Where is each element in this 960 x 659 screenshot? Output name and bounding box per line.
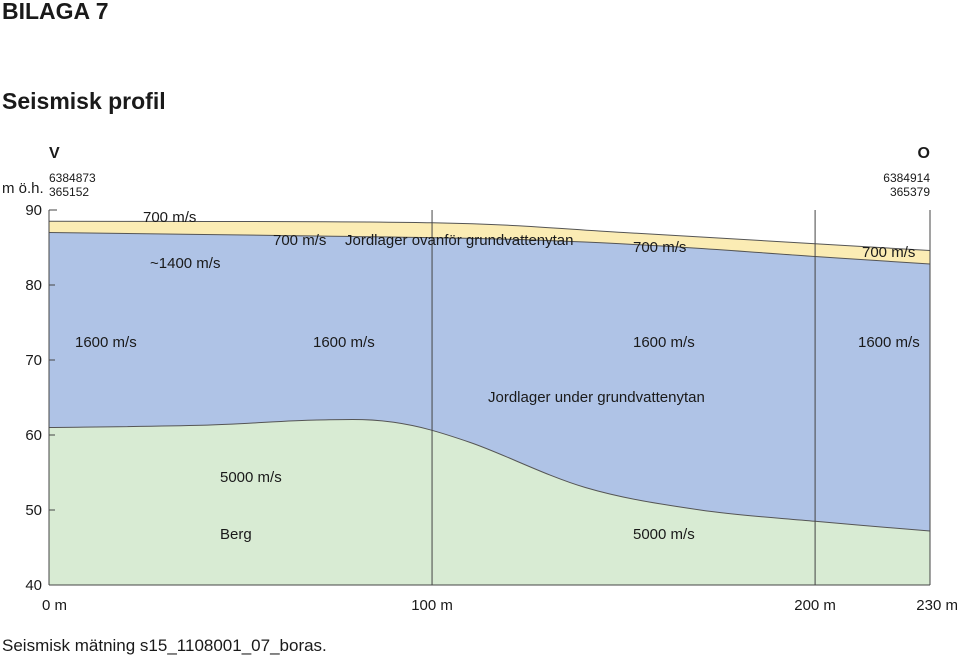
velocity-label: 5000 m/s — [633, 526, 695, 543]
y-tick-label: 70 — [25, 352, 42, 369]
chart-grid — [48, 209, 931, 586]
east-coord-east: 365379 — [890, 185, 930, 199]
east-direction-label: O — [918, 145, 930, 162]
y-tick-label: 80 — [25, 277, 42, 294]
x-tick-label: 200 m — [794, 597, 836, 614]
layer-label-rock: Berg — [220, 526, 252, 543]
velocity-label: 1600 m/s — [313, 334, 375, 351]
velocity-label: 5000 m/s — [220, 469, 282, 486]
y-tick-label: 90 — [25, 202, 42, 219]
x-tick-label: 230 m — [916, 597, 958, 614]
y-axis-label: m ö.h. — [2, 180, 44, 197]
velocity-label: 700 m/s — [862, 244, 915, 261]
unsaturated-soil-layer-area — [49, 221, 930, 264]
velocity-label: 1600 m/s — [633, 334, 695, 351]
y-tick-label: 40 — [25, 577, 42, 594]
y-tick-label: 50 — [25, 502, 42, 519]
section-title: Seismisk profil — [2, 88, 166, 114]
page-title: BILAGA 7 — [2, 0, 109, 24]
velocity-label: ~1400 m/s — [150, 255, 220, 272]
x-tick-label: 100 m — [411, 597, 453, 614]
west-coord-north: 6384873 — [49, 171, 96, 185]
x-axis-ticks: 0 m 100 m 200 m 230 m — [42, 597, 958, 614]
velocity-label: 700 m/s — [143, 209, 196, 226]
y-axis-ticks: 90 80 70 60 50 40 — [25, 202, 42, 594]
west-coord-east: 365152 — [49, 185, 89, 199]
x-tick-label: 0 m — [42, 597, 67, 614]
layer-label-saturated: Jordlager under grundvattenytan — [488, 389, 705, 406]
saturated-soil-layer-area — [49, 232, 930, 531]
rock-surface-line — [48, 419, 931, 532]
east-coord-north: 6384914 — [883, 171, 930, 185]
rock-layer-area — [49, 419, 930, 585]
velocity-label: 1600 m/s — [858, 334, 920, 351]
velocity-label: 700 m/s — [273, 232, 326, 249]
velocity-label: 1600 m/s — [75, 334, 137, 351]
velocity-label: 700 m/s — [633, 239, 686, 256]
west-direction-label: V — [49, 145, 60, 162]
y-tick-label: 60 — [25, 427, 42, 444]
footer-caption: Seismisk mätning s15_1108001_07_boras. — [2, 636, 327, 655]
layer-label-unsaturated: Jordlager ovanför grundvattenytan — [345, 232, 573, 249]
ground-surface-line — [48, 220, 931, 251]
